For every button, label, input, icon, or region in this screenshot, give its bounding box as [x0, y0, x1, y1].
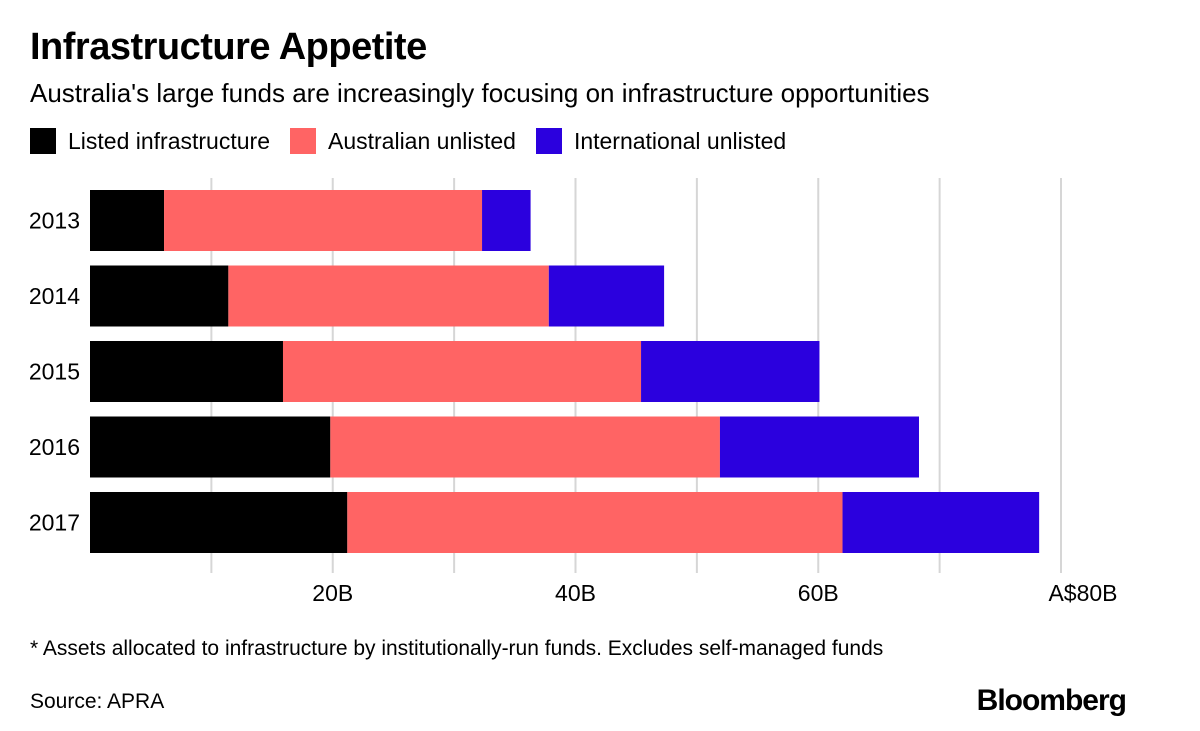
bar-2013-listed-infrastructure [90, 190, 165, 251]
legend-item-australian-unlisted: Australian unlisted [289, 127, 516, 155]
bloomberg-logo: Bloomberg [976, 684, 1127, 717]
bar-2014-australian-unlisted [228, 265, 549, 327]
legend-item-international-unlisted: International unlisted [535, 127, 787, 155]
legend-swatch-listed [30, 128, 56, 154]
footnote: * Assets allocated to infrastructure by … [30, 637, 884, 660]
y-tick-label-2014: 2014 [29, 283, 80, 309]
y-tick-label-2017: 2017 [29, 510, 80, 536]
x-tick-label-80: A$80B [1048, 580, 1117, 606]
legend: Listed infrastructure Australian unliste… [30, 126, 806, 156]
bar-2013-australian-unlisted [164, 190, 483, 251]
legend-label-listed: Listed infrastructure [68, 127, 270, 154]
x-tick-label-60: 60B [798, 580, 839, 606]
x-tick-label-20: 20B [312, 580, 353, 606]
x-tick-label-40: 40B [555, 580, 596, 606]
bar-2017-international-unlisted [842, 492, 1040, 553]
legend-label-international-unlisted: International unlisted [573, 127, 787, 154]
bar-2015-australian-unlisted [282, 341, 642, 402]
y-tick-label-2013: 2013 [29, 208, 80, 234]
chart-title: Infrastructure Appetite [30, 26, 427, 68]
bar-2015-listed-infrastructure [90, 341, 283, 402]
bar-2016-australian-unlisted [330, 416, 720, 478]
bar-2016-listed-infrastructure [90, 416, 331, 478]
legend-label-australian-unlisted: Australian unlisted [327, 127, 516, 154]
bar-2017-australian-unlisted [347, 492, 843, 553]
source-note: Source: APRA [30, 690, 165, 713]
bar-2014-international-unlisted [548, 265, 665, 327]
y-tick-label-2016: 2016 [29, 434, 80, 460]
bar-2017-listed-infrastructure [90, 492, 348, 553]
bar-2015-international-unlisted [641, 341, 820, 402]
chart-subtitle: Australia's large funds are increasingly… [30, 78, 930, 108]
legend-swatch-international-unlisted [535, 128, 562, 154]
bar-2013-international-unlisted [482, 190, 531, 251]
legend-swatch-australian-unlisted [289, 128, 316, 154]
bar-2016-international-unlisted [719, 416, 919, 478]
legend-item-listed: Listed infrastructure [30, 128, 270, 155]
y-tick-label-2015: 2015 [29, 359, 80, 385]
bar-2014-listed-infrastructure [90, 265, 229, 327]
